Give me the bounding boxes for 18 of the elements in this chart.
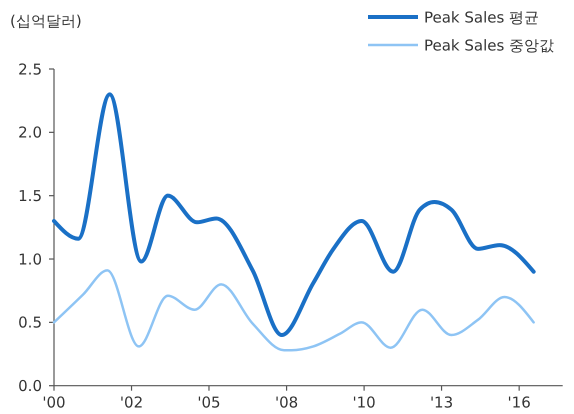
legend-label: Peak Sales 평균 bbox=[424, 8, 540, 26]
y-tick-label: 0.5 bbox=[18, 314, 42, 332]
x-tick-label: '16 bbox=[508, 394, 531, 412]
x-tick-label: '10 bbox=[352, 394, 376, 412]
x-tick-label: '08 bbox=[274, 394, 298, 412]
y-tick-label: 1.5 bbox=[18, 186, 42, 205]
x-tick-label: '00 bbox=[42, 394, 66, 412]
x-tick-label: '02 bbox=[120, 394, 144, 412]
y-tick-label: 1.0 bbox=[18, 250, 42, 268]
y-tick-label: 2.5 bbox=[18, 60, 42, 78]
x-tick-label: '05 bbox=[197, 394, 221, 412]
legend-label: Peak Sales 중앙값 bbox=[424, 36, 554, 54]
y-axis-title: (십억달러) bbox=[10, 12, 82, 30]
x-tick-label: '13 bbox=[430, 394, 454, 412]
y-tick-label: 2.0 bbox=[18, 124, 42, 142]
line-series bbox=[52, 269, 535, 352]
y-tick-label: 0.0 bbox=[18, 376, 42, 395]
line-series bbox=[52, 92, 536, 338]
